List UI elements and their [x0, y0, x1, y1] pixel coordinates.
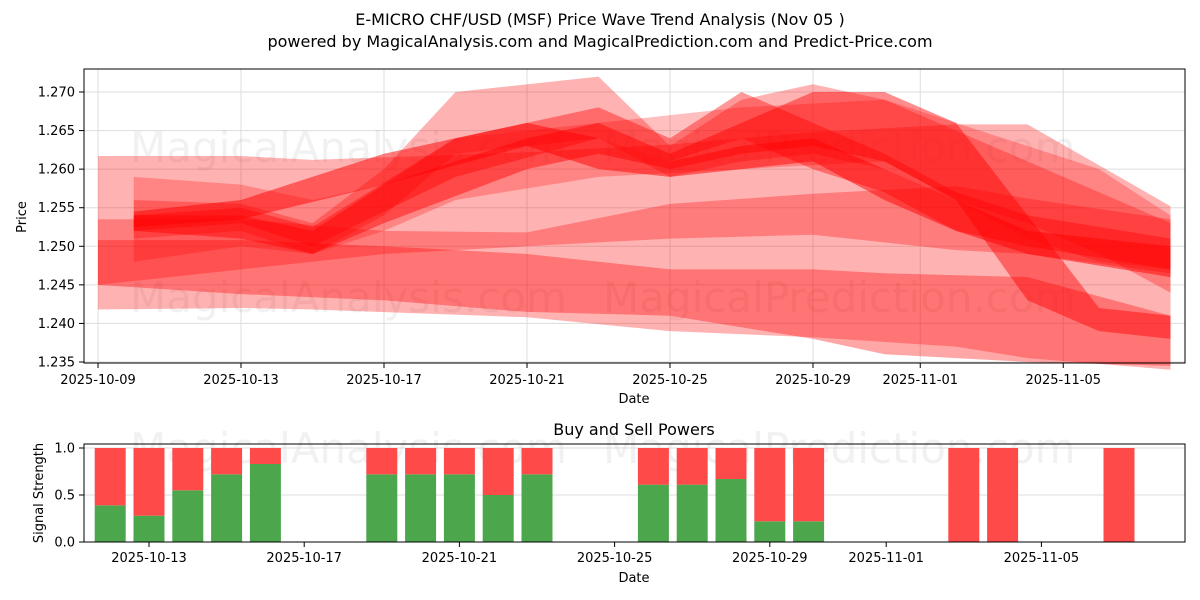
y-tick-label: 1.265 — [38, 124, 75, 139]
x-tick-label: 2025-10-13 — [111, 551, 187, 566]
price-y-label: Price — [15, 201, 30, 233]
buy-sell-bars — [94, 448, 1135, 542]
buy-bar — [754, 521, 786, 542]
y-tick-label: 1.260 — [38, 163, 75, 178]
wave-band — [133, 99, 1171, 270]
sell-bar — [366, 448, 398, 475]
wave-band — [133, 92, 1171, 339]
sell-bar — [948, 448, 980, 542]
wave-band — [98, 186, 1171, 285]
y-tick-label: 1.240 — [38, 317, 75, 332]
buy-bar — [172, 490, 204, 542]
sell-bar — [482, 448, 514, 495]
sell-bar — [172, 448, 204, 491]
x-tick-label: 2025-11-01 — [848, 551, 924, 566]
x-tick-label: 2025-10-25 — [632, 373, 708, 388]
sell-bar — [754, 448, 786, 522]
sell-bar — [521, 448, 553, 475]
powers-axes-frame — [83, 443, 1186, 543]
buy-bar — [249, 463, 281, 542]
y-tick-label: 1.235 — [38, 356, 75, 371]
x-tick-label: 2025-10-29 — [775, 373, 851, 388]
x-tick-label: 2025-10-17 — [266, 551, 342, 566]
sell-bar — [133, 448, 165, 516]
buy-bar — [443, 474, 475, 542]
y-tick-label: 1.0 — [54, 442, 75, 457]
x-tick-label: 2025-10-29 — [732, 551, 808, 566]
watermark: MagicalAnalysis.com — [130, 273, 567, 322]
buy-bar — [94, 505, 126, 542]
x-tick-label: 2025-10-25 — [577, 551, 653, 566]
buy-bar — [521, 474, 553, 542]
buy-bar — [133, 515, 165, 542]
sell-bar — [987, 448, 1019, 542]
price-wave-bands — [98, 76, 1171, 370]
buy-bar — [715, 479, 747, 542]
y-tick-label: 0.0 — [54, 536, 75, 551]
price-axes-frame — [83, 68, 1186, 364]
y-tick-label: 1.250 — [38, 240, 75, 255]
buy-bar — [482, 495, 514, 542]
powers-axis-ticks: 2025-10-13 2025-10-17 2025-10-21 2025-10-25… — [54, 442, 1079, 567]
watermark: MagicalPrediction.com — [603, 273, 1076, 322]
x-tick-label: 2025-10-17 — [346, 373, 422, 388]
y-tick-label: 0.5 — [54, 489, 75, 504]
sell-bar — [676, 448, 708, 485]
sell-bar — [249, 448, 281, 464]
x-tick-label: 2025-11-05 — [1025, 373, 1101, 388]
x-tick-label: 2025-10-09 — [60, 373, 136, 388]
x-tick-label: 2025-11-05 — [1004, 551, 1080, 566]
buy-bar — [637, 484, 669, 542]
x-tick-label: 2025-10-13 — [203, 373, 279, 388]
buy-bar — [676, 484, 708, 542]
wave-band — [133, 76, 1171, 293]
x-tick-label: 2025-10-21 — [489, 373, 565, 388]
powers-y-label: Signal Strength — [32, 443, 47, 543]
powers-x-label: Date — [618, 571, 649, 586]
buy-bar — [366, 474, 398, 542]
x-tick-label: 2025-11-01 — [882, 373, 958, 388]
sell-bar — [637, 448, 669, 485]
y-tick-label: 1.245 — [38, 278, 75, 293]
price-axis-ticks: 2025-10-09 2025-10-13 2025-10-17 2025-10-21… — [38, 86, 1101, 389]
wave-band — [133, 122, 1171, 278]
chart-title: E-MICRO CHF/USD (MSF) Price Wave Trend A… — [355, 10, 845, 29]
sell-bar — [793, 448, 825, 522]
powers-title: Buy and Sell Powers — [553, 420, 715, 439]
sell-bar — [1103, 448, 1135, 542]
wave-band — [98, 240, 1171, 366]
x-tick-label: 2025-10-21 — [422, 551, 498, 566]
sell-bar — [443, 448, 475, 475]
y-tick-label: 1.270 — [38, 86, 75, 101]
buy-bar — [405, 474, 437, 542]
sell-bar — [715, 448, 747, 480]
price-x-label: Date — [618, 392, 649, 407]
buy-bar — [211, 474, 243, 542]
buy-bar — [793, 521, 825, 542]
chart-subtitle: powered by MagicalAnalysis.com and Magic… — [267, 32, 933, 51]
sell-bar — [405, 448, 437, 475]
y-tick-label: 1.255 — [38, 201, 75, 216]
sell-bar — [94, 448, 126, 506]
sell-bar — [211, 448, 243, 475]
